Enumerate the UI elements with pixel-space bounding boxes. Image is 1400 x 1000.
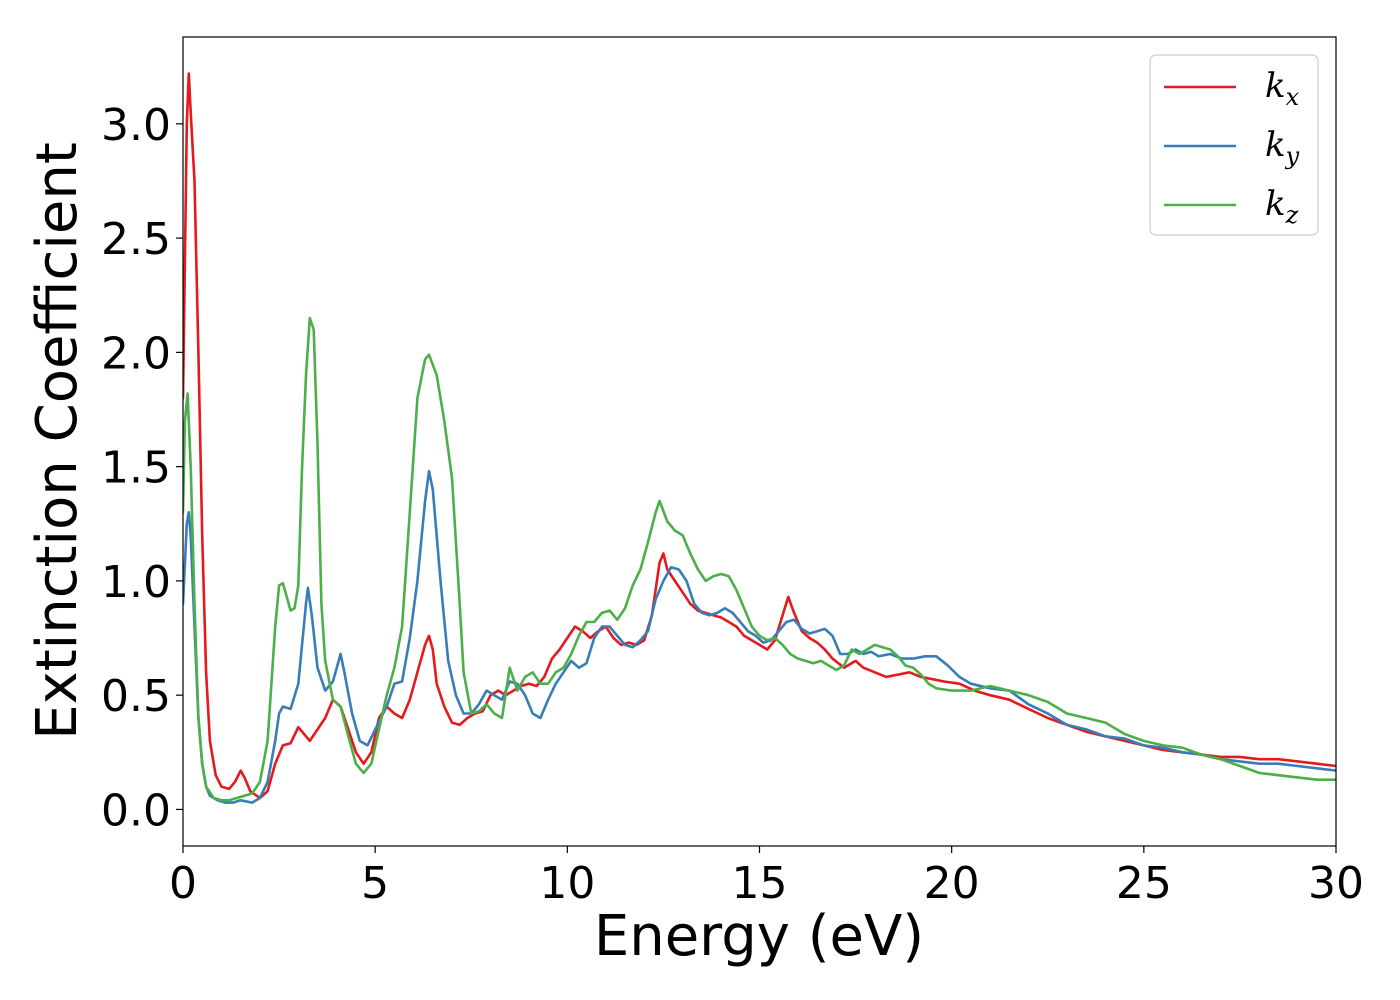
x-tick-label: 20 bbox=[924, 858, 980, 909]
y-tick-label: 0.5 bbox=[101, 671, 171, 722]
y-axis: 0.0 0.5 1.0 1.5 2.0 2.5 3.0 bbox=[101, 100, 183, 836]
y-tick-label: 1.5 bbox=[101, 443, 171, 494]
x-tick-label: 10 bbox=[539, 858, 595, 909]
x-axis: 0 5 10 15 20 25 30 bbox=[169, 846, 1364, 909]
series-line-z bbox=[183, 316, 1336, 802]
legend-label-z: kz bbox=[1265, 184, 1299, 229]
y-axis-label: Extinction Coefficient bbox=[25, 142, 90, 740]
y-tick-label: 2.0 bbox=[101, 328, 171, 379]
x-tick-label: 0 bbox=[169, 858, 197, 909]
legend-subscript: x bbox=[1286, 83, 1300, 111]
x-tick-label: 15 bbox=[732, 858, 788, 909]
y-tick-label: 3.0 bbox=[101, 100, 171, 151]
legend-subscript: y bbox=[1285, 142, 1300, 170]
y-tick-label: 0.0 bbox=[101, 785, 171, 836]
y-tick-label: 1.0 bbox=[101, 557, 171, 608]
legend-subscript: z bbox=[1285, 201, 1299, 229]
series-line-y bbox=[183, 469, 1336, 804]
y-tick-label: 2.5 bbox=[101, 214, 171, 265]
x-tick-label: 5 bbox=[361, 858, 389, 909]
series-line-x bbox=[183, 72, 1336, 800]
x-tick-label: 25 bbox=[1116, 858, 1172, 909]
series-layer bbox=[183, 72, 1336, 804]
x-tick-label: 30 bbox=[1308, 858, 1364, 909]
x-axis-label: Energy (eV) bbox=[594, 904, 924, 969]
